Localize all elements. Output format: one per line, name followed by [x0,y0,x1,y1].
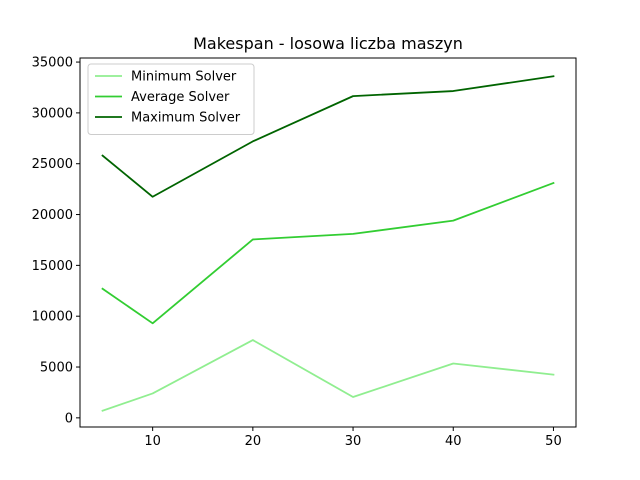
chart-title: Makespan - losowa liczba maszyn [193,34,463,53]
y-tick-label: 15000 [32,259,73,274]
series-lines [101,75,555,412]
y-tick-label: 10000 [32,310,73,325]
legend-label: Maximum Solver [131,111,241,126]
x-tick-label: 50 [545,434,562,449]
y-tick-label: 30000 [32,106,73,121]
series-line-1 [101,181,555,325]
y-tick-label: 35000 [32,56,73,71]
x-tick-label: 20 [245,434,262,449]
axes [79,57,577,428]
x-tick-label: 40 [445,434,462,449]
y-tick-label: 20000 [32,208,73,223]
x-axis-ticks: 10 20 30 40 50 [144,427,562,449]
plot-frame [79,57,577,428]
y-tick-label: 5000 [40,361,73,376]
legend-box [87,63,255,135]
y-tick-label: 0 [65,411,73,426]
y-axis-ticks: 0 5000 10000 15000 20000 25000 30000 35000 [32,56,80,426]
series-line-2 [101,75,555,198]
legend: Minimum Solver Average Solver Maximum Solv… [87,63,255,135]
legend-label: Minimum Solver [131,70,237,85]
x-tick-label: 30 [345,434,362,449]
series-line-0 [101,339,555,412]
x-tick-label: 10 [144,434,161,449]
y-tick-label: 25000 [32,157,73,172]
legend-label: Average Solver [131,90,230,105]
